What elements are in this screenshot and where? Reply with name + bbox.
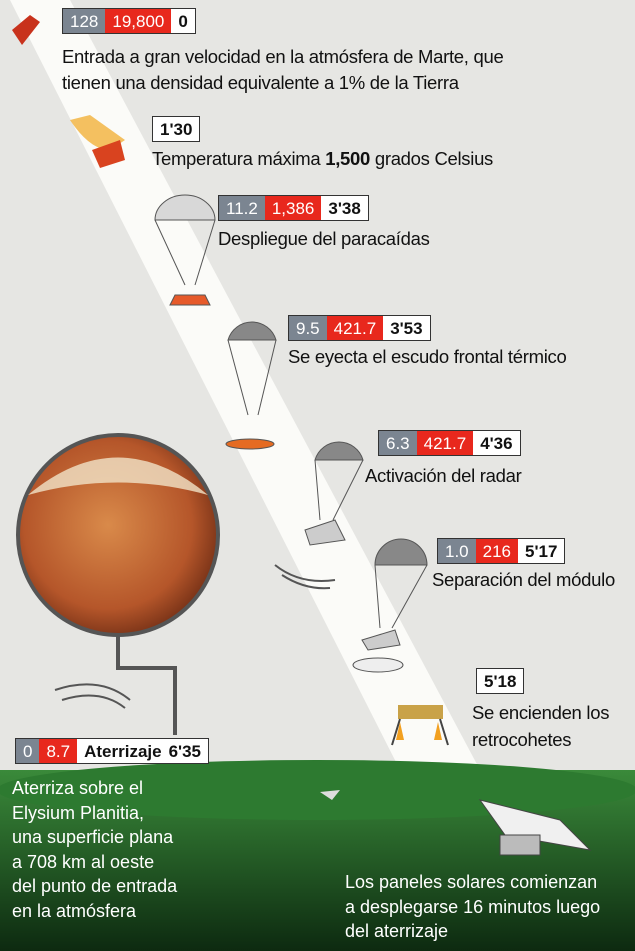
time: 3'53 (383, 316, 429, 340)
step-badge: 5'18 (476, 668, 524, 694)
note-line: del punto de entrada (12, 874, 177, 899)
step-text: Activación del radar (365, 463, 521, 489)
page: 12819,8000 Entrada a gran velocidad en l… (0, 0, 635, 951)
step-text: Se eyecta el escudo frontal térmico (288, 344, 566, 370)
step-text: tienen una densidad equivalente a 1% de … (62, 70, 459, 96)
step-badge: 1'30 (152, 116, 200, 142)
note-line: Aterriza sobre el (12, 776, 177, 801)
time: 1'30 (153, 117, 199, 141)
temperature: 421.7 (417, 431, 474, 455)
descent-beam (10, 0, 480, 770)
temperature: 421.7 (327, 316, 384, 340)
speed: 9.5 (289, 316, 327, 340)
time: 4'36 (473, 431, 519, 455)
time: 5'17 (518, 539, 564, 563)
speed: 128 (63, 9, 105, 33)
note-line: Los paneles solares comienzan (345, 870, 600, 895)
time: 3'38 (321, 196, 367, 220)
note-line: a desplegarse 16 minutos luego (345, 895, 600, 920)
speed: 6.3 (379, 431, 417, 455)
connector (118, 635, 175, 735)
step-text: Se encienden los (472, 700, 609, 726)
note-line: Elysium Planitia, (12, 801, 177, 826)
step-text: Entrada a gran velocidad en la atmósfera… (62, 44, 503, 70)
speed: 1.0 (438, 539, 476, 563)
time: 6'35 (169, 739, 208, 763)
temperature: 8.7 (39, 739, 77, 763)
note-line: una superficie plana (12, 825, 177, 850)
step-text: Temperatura máxima 1,500 grados Celsius (152, 146, 493, 172)
landing-label: Aterrizaje (77, 739, 168, 763)
speed: 0 (16, 739, 39, 763)
text-part: grados Celsius (370, 148, 493, 169)
note-line: en la atmósfera (12, 899, 177, 924)
time: 0 (171, 9, 194, 33)
speed: 11.2 (219, 196, 265, 220)
note-line: a 708 km al oeste (12, 850, 177, 875)
time: 5'18 (477, 669, 523, 693)
step-text: retrocohetes (472, 727, 571, 753)
text-part: Temperatura máxima (152, 148, 325, 169)
step-text: Separación del módulo (432, 567, 615, 593)
temperature: 19,800 (105, 9, 171, 33)
text-highlight: 1,500 (325, 148, 370, 169)
temperature: 216 (476, 539, 518, 563)
temperature: 1,386 (265, 196, 322, 220)
step-text: Despliegue del paracaídas (218, 226, 430, 252)
note-line: del aterrizaje (345, 919, 600, 944)
